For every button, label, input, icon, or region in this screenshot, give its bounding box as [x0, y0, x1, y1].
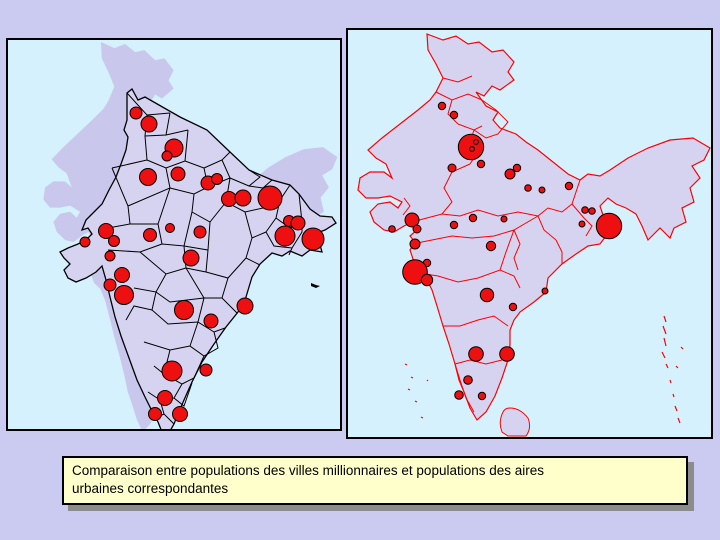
- city-circle: [143, 228, 157, 242]
- city-circle: [139, 168, 157, 186]
- left-city-circles: [79, 106, 325, 422]
- city-circle: [103, 278, 117, 292]
- city-circle: [114, 267, 130, 283]
- caption-line-1: Comparaison entre populations des villes…: [72, 463, 545, 478]
- city-circle: [203, 313, 219, 329]
- city-circle: [409, 238, 421, 250]
- city-circle: [420, 273, 434, 287]
- delhi-inner-rings: [469, 139, 479, 152]
- city-circle: [437, 101, 447, 111]
- city-circle: [538, 186, 546, 194]
- andaman-islands: [661, 315, 684, 424]
- city-circle: [148, 407, 162, 421]
- city-circle: [236, 297, 254, 315]
- city-circle: [157, 390, 173, 406]
- cartogram-map-panel: [6, 38, 342, 431]
- city-circle: [479, 287, 495, 303]
- city-circle: [108, 235, 120, 247]
- city-circle: [193, 225, 207, 239]
- sri-lanka-outline: [499, 407, 531, 437]
- city-circle: [504, 168, 516, 180]
- city-circle: [449, 110, 459, 120]
- city-circle: [412, 224, 422, 234]
- city-circle: [485, 240, 497, 252]
- city-circle: [98, 223, 114, 239]
- lakshadweep-islands: [404, 363, 429, 419]
- city-circle: [257, 185, 283, 211]
- city-circle: [476, 159, 486, 169]
- city-circle: [104, 250, 116, 262]
- city-circle: [140, 115, 158, 133]
- city-circle: [588, 207, 596, 215]
- city-circle: [447, 163, 457, 173]
- city-circle: [404, 212, 420, 228]
- city-circle: [199, 363, 213, 377]
- right-city-circles: [388, 101, 623, 401]
- city-circle: [541, 287, 549, 295]
- caption-box: Comparaison entre populations des villes…: [62, 456, 688, 505]
- cartogram-map: [43, 42, 338, 429]
- city-circle: [211, 173, 223, 185]
- city-circle: [468, 213, 478, 223]
- city-circle: [468, 346, 484, 362]
- city-circle: [234, 189, 252, 207]
- city-circle: [512, 163, 522, 173]
- city-circle: [564, 181, 574, 191]
- city-circle: [388, 225, 396, 233]
- caption-line-2: urbaines correspondantes: [72, 481, 229, 496]
- city-circle: [524, 184, 532, 192]
- city-circle: [469, 146, 475, 152]
- india-map-panel: [346, 28, 713, 439]
- city-circle: [301, 227, 325, 251]
- city-circle: [508, 302, 518, 312]
- city-circle: [274, 225, 296, 247]
- city-circle: [129, 106, 143, 120]
- city-circle: [182, 249, 200, 267]
- city-circle: [473, 139, 479, 145]
- city-circle: [454, 390, 464, 400]
- city-circle: [290, 215, 306, 231]
- city-circle: [449, 220, 459, 230]
- city-circle: [79, 236, 91, 248]
- city-circle: [221, 191, 237, 207]
- city-circle: [172, 406, 188, 422]
- city-circle: [161, 360, 183, 382]
- city-circle: [161, 150, 173, 162]
- city-circle: [165, 223, 175, 233]
- city-circle: [499, 346, 515, 362]
- city-circle: [477, 391, 487, 401]
- city-circle: [500, 215, 508, 223]
- city-circle: [114, 285, 134, 305]
- city-circle: [463, 375, 473, 385]
- city-circle: [581, 206, 589, 214]
- india-map: [357, 33, 711, 437]
- city-circle: [595, 212, 623, 240]
- delta-marks: [311, 283, 320, 288]
- city-circle: [174, 300, 194, 320]
- city-circle: [578, 220, 586, 228]
- city-circle: [170, 166, 186, 182]
